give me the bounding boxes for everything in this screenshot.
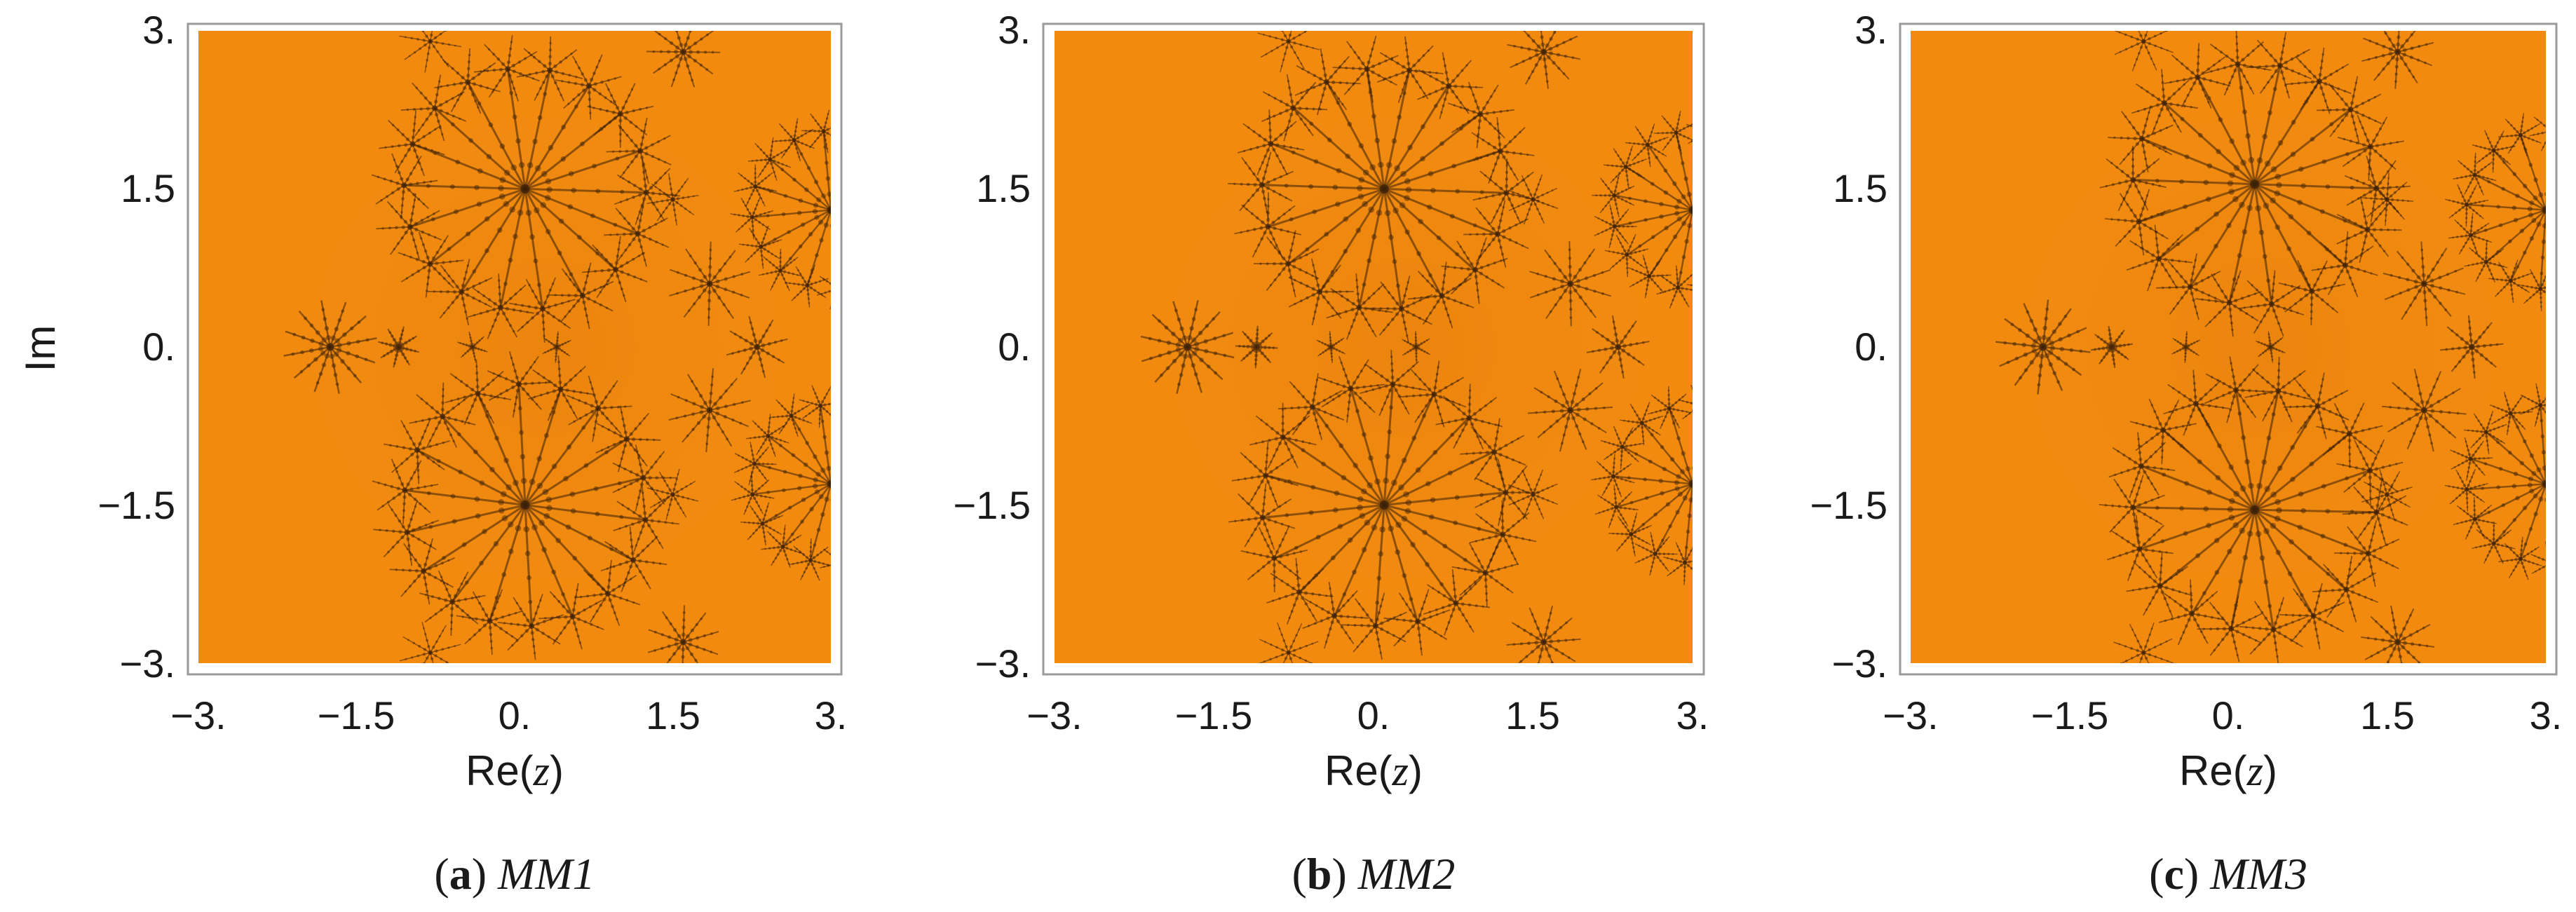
x-ticks: −3. −1.5 0. 1.5 3.: [1883, 693, 2562, 737]
y-tick-label: 1.5: [976, 166, 1031, 210]
y-ticks: 3. 1.5 0. −1.5 −3.: [1810, 8, 1887, 686]
panel-caption: (b) MM2: [1292, 849, 1456, 899]
x-tick-label: 3.: [1676, 693, 1709, 737]
x-tick-label: 3.: [2530, 693, 2563, 737]
y-tick-label: 1.5: [121, 166, 175, 210]
x-tick-label: −1.5: [2031, 693, 2109, 737]
x-tick-label: 0.: [2212, 693, 2245, 737]
y-axis-title: Im: [17, 325, 64, 372]
panel-b: 3. 1.5 0. −1.5 −3. −3. −1.5 0. 1.5 3. Re…: [953, 8, 1709, 899]
y-tick-label: 3.: [998, 8, 1031, 52]
x-tick-label: −3.: [1026, 693, 1082, 737]
panel-caption: (c) MM3: [2149, 849, 2307, 899]
panel-c: 3. 1.5 0. −1.5 −3. −3. −1.5 0. 1.5 3. Re…: [1810, 8, 2562, 899]
y-tick-label: 0.: [142, 325, 175, 369]
y-tick-label: 0.: [998, 325, 1031, 369]
y-tick-label: 0.: [1855, 325, 1887, 369]
y-tick-label: 3.: [142, 8, 175, 52]
y-tick-label: −1.5: [953, 483, 1031, 527]
panel-caption: (a) MM1: [434, 849, 595, 899]
x-tick-label: −3.: [170, 693, 226, 737]
y-tick-label: −3.: [975, 641, 1031, 686]
y-tick-label: −1.5: [1810, 483, 1887, 527]
y-ticks: 3. 1.5 0. −1.5 −3.: [953, 8, 1031, 686]
x-tick-label: 1.5: [1505, 693, 1560, 737]
x-tick-label: −3.: [1883, 693, 1938, 737]
x-tick-label: 0.: [1357, 693, 1390, 737]
fractal-layer: [1140, 31, 1693, 663]
x-axis-title: Re(z): [466, 747, 564, 794]
x-ticks: −3. −1.5 0. 1.5 3.: [170, 693, 847, 737]
fractal-layer: [283, 31, 831, 663]
x-axis-title: Re(z): [1324, 747, 1423, 794]
x-tick-label: 1.5: [2360, 693, 2415, 737]
x-axis-title: Re(z): [2179, 747, 2277, 794]
x-tick-label: 3.: [815, 693, 848, 737]
x-tick-label: 0.: [499, 693, 531, 737]
x-tick-label: 1.5: [646, 693, 700, 737]
y-tick-label: −3.: [120, 641, 175, 686]
y-tick-label: −3.: [1832, 641, 1887, 686]
x-tick-label: −1.5: [318, 693, 395, 737]
panel-a: 3. 1.5 0. −1.5 −3. −3. −1.5 0. 1.5 3. Re…: [97, 8, 847, 899]
x-tick-label: −1.5: [1175, 693, 1253, 737]
y-tick-label: 3.: [1855, 8, 1887, 52]
x-ticks: −3. −1.5 0. 1.5 3.: [1026, 693, 1709, 737]
y-tick-label: 1.5: [1833, 166, 1887, 210]
fractal-layer: [1995, 31, 2546, 663]
y-ticks: 3. 1.5 0. −1.5 −3.: [97, 8, 175, 686]
y-tick-label: −1.5: [97, 483, 175, 527]
